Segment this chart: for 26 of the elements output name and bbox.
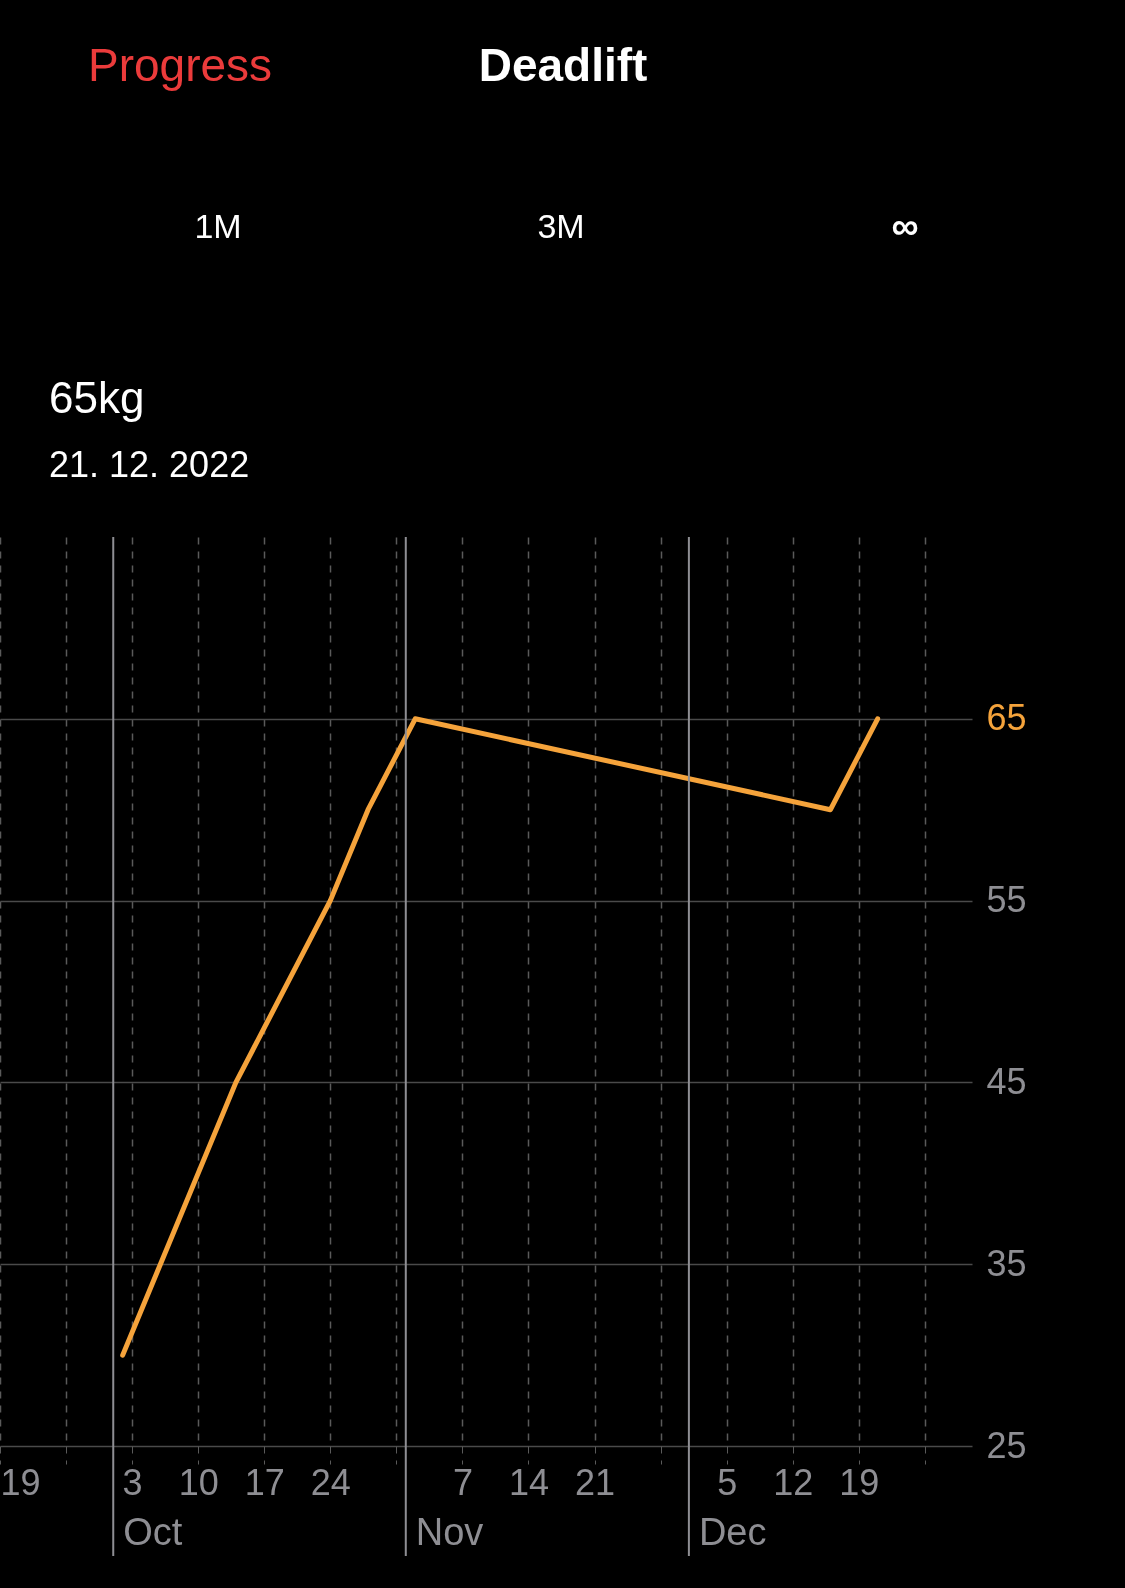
x-tick-label: 10	[178, 1461, 219, 1503]
ref-line-label: Oct	[123, 1511, 183, 1553]
text: 3M	[537, 207, 585, 245]
text: 65kg	[49, 373, 145, 422]
x-tick-label: 19	[839, 1461, 880, 1503]
chart-title: Deadlift	[478, 39, 648, 91]
x-tick-label: 19	[0, 1461, 41, 1503]
x-tick-label: 17	[244, 1461, 285, 1503]
x-tick-label: 7	[452, 1461, 473, 1503]
x-tick-label: 14	[508, 1461, 549, 1503]
text: 1M	[194, 207, 242, 245]
x-tick-label: 12	[773, 1461, 814, 1503]
y-tick-label: 25	[986, 1424, 1027, 1466]
y-tick-label: 45	[986, 1060, 1027, 1102]
text: ∞	[891, 205, 919, 247]
text: Progress	[88, 39, 273, 91]
x-tick-label: 3	[122, 1461, 143, 1503]
ref-line-label: Nov	[415, 1511, 484, 1553]
y-tick-label: 65	[986, 697, 1027, 739]
x-tick-label: 21	[575, 1461, 616, 1503]
x-tick-label: 5	[717, 1461, 738, 1503]
ref-line-label: Dec	[698, 1511, 767, 1553]
x-tick-label: 24	[310, 1461, 351, 1503]
y-tick-label: 55	[986, 879, 1027, 921]
y-tick-label: 35	[986, 1242, 1027, 1284]
text: 21. 12. 2022	[49, 444, 250, 485]
